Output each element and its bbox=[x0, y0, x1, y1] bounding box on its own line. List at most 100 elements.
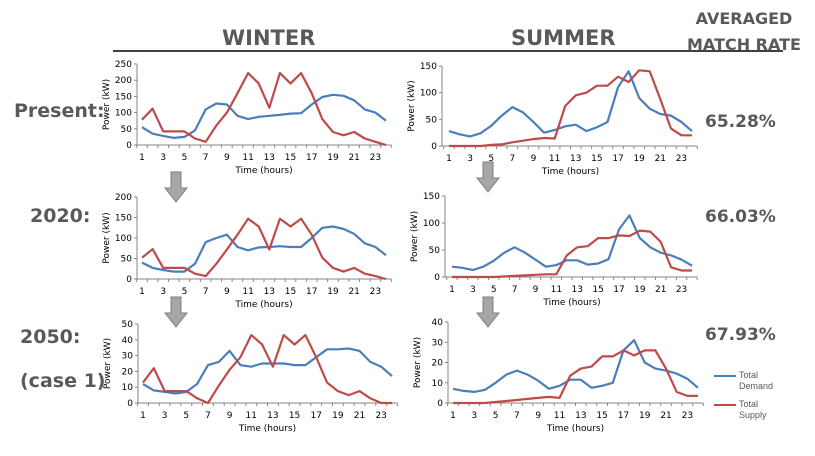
x-tick-label: 21 bbox=[655, 154, 666, 164]
y-tick-label: 150 bbox=[420, 62, 437, 72]
x-tick-label: 7 bbox=[203, 153, 209, 163]
y-tick-label: 50 bbox=[426, 115, 438, 125]
legend-demand-swatch bbox=[714, 375, 736, 377]
x-tick-label: 13 bbox=[264, 153, 275, 163]
match-rate-2050: 67.93% bbox=[705, 325, 776, 345]
summer-column-header: SUMMER bbox=[511, 26, 616, 50]
x-tick-label: 3 bbox=[160, 153, 166, 163]
x-tick-label: 1 bbox=[139, 287, 145, 297]
y-tick-label: 0 bbox=[126, 141, 132, 151]
y-tick-label: 100 bbox=[115, 109, 132, 119]
series-line-total-supply bbox=[141, 217, 387, 281]
x-tick-label: 11 bbox=[246, 411, 257, 421]
x-tick-label: 17 bbox=[618, 411, 629, 421]
legend-supply-swatch bbox=[714, 404, 736, 406]
y-tick-label: 30 bbox=[432, 338, 444, 348]
y-tick-label: 10 bbox=[432, 379, 444, 389]
x-tick-label: 9 bbox=[531, 154, 537, 164]
series-line-total-demand bbox=[451, 214, 693, 272]
y-tick-label: 150 bbox=[115, 214, 132, 224]
x-tick-label: 13 bbox=[264, 287, 275, 297]
x-tick-label: 5 bbox=[488, 154, 494, 164]
y-tick-label: 40 bbox=[432, 318, 444, 328]
legend-demand-label-line1: Total bbox=[739, 370, 759, 380]
x-axis-label: Time (hours) bbox=[541, 167, 599, 177]
y-axis-label: Power (kW) bbox=[413, 337, 423, 388]
y-tick-label: 50 bbox=[429, 246, 441, 256]
y-axis-label: Power (kW) bbox=[102, 212, 112, 263]
x-tick-label: 19 bbox=[327, 153, 339, 163]
series-line-total-supply bbox=[452, 229, 692, 279]
x-tick-label: 1 bbox=[449, 285, 455, 295]
x-tick-label: 3 bbox=[160, 287, 166, 297]
x-tick-label: 3 bbox=[162, 411, 168, 421]
averaged-match-rate-header: AVERAGED MATCH RATE bbox=[673, 6, 815, 58]
x-tick-label: 17 bbox=[612, 154, 623, 164]
x-tick-label: 13 bbox=[267, 411, 278, 421]
x-tick-label: 23 bbox=[682, 411, 693, 421]
x-tick-label: 19 bbox=[633, 154, 645, 164]
x-tick-label: 13 bbox=[575, 411, 586, 421]
x-tick-label: 15 bbox=[592, 285, 603, 295]
x-axis-label: Time (hours) bbox=[234, 166, 292, 176]
x-tick-label: 19 bbox=[327, 287, 339, 297]
x-tick-label: 19 bbox=[332, 411, 344, 421]
series-line-total-supply bbox=[449, 69, 692, 148]
x-tick-label: 1 bbox=[139, 153, 145, 163]
averaged-match-rate-header-line2: MATCH RATE bbox=[687, 35, 801, 54]
row-label-2050: 2050: bbox=[20, 326, 81, 348]
x-tick-label: 17 bbox=[306, 153, 317, 163]
x-tick-label: 11 bbox=[242, 153, 253, 163]
y-axis-label: Power (kW) bbox=[102, 79, 112, 130]
x-tick-label: 5 bbox=[182, 287, 188, 297]
x-tick-label: 15 bbox=[285, 153, 296, 163]
x-tick-label: 1 bbox=[450, 411, 456, 421]
x-tick-label: 9 bbox=[227, 411, 233, 421]
x-tick-label: 15 bbox=[596, 411, 607, 421]
series-line-total-supply bbox=[453, 349, 698, 405]
legend-supply-label-line2: Supply bbox=[739, 410, 767, 420]
y-axis-label: Power (kW) bbox=[410, 211, 420, 262]
x-tick-label: 9 bbox=[224, 287, 230, 297]
x-tick-label: 21 bbox=[348, 287, 359, 297]
y-tick-label: 200 bbox=[115, 193, 132, 203]
x-tick-label: 7 bbox=[205, 411, 211, 421]
down-arrow-icon bbox=[475, 161, 501, 193]
series-line-total-demand bbox=[141, 225, 387, 273]
x-tick-label: 7 bbox=[512, 285, 518, 295]
x-tick-label: 3 bbox=[471, 411, 477, 421]
x-tick-label: 13 bbox=[571, 285, 582, 295]
down-arrow-icon bbox=[163, 171, 189, 203]
y-tick-label: 200 bbox=[115, 76, 132, 86]
series-line-total-supply bbox=[141, 71, 387, 147]
x-tick-label: 5 bbox=[182, 153, 188, 163]
y-tick-label: 50 bbox=[122, 320, 134, 330]
x-tick-label: 15 bbox=[591, 154, 602, 164]
winter-column-header: WINTER bbox=[222, 26, 316, 50]
y-tick-label: 20 bbox=[122, 367, 134, 377]
x-tick-label: 19 bbox=[639, 411, 651, 421]
x-axis-label: Time (hours) bbox=[542, 298, 600, 308]
y-tick-label: 50 bbox=[121, 125, 133, 135]
x-tick-label: 7 bbox=[510, 154, 516, 164]
x-tick-label: 15 bbox=[285, 287, 296, 297]
y-tick-label: 0 bbox=[127, 399, 133, 409]
x-tick-label: 21 bbox=[348, 153, 359, 163]
y-tick-label: 150 bbox=[423, 192, 440, 202]
x-tick-label: 7 bbox=[514, 411, 520, 421]
x-tick-label: 3 bbox=[470, 285, 476, 295]
x-tick-label: 23 bbox=[676, 285, 687, 295]
row-label-2020: 2020: bbox=[30, 205, 91, 227]
down-arrow-icon bbox=[475, 296, 501, 328]
x-axis-label: Time (hours) bbox=[546, 424, 604, 434]
x-tick-label: 9 bbox=[533, 285, 539, 295]
x-tick-label: 23 bbox=[676, 154, 687, 164]
series-line-total-supply bbox=[142, 334, 392, 405]
y-tick-label: 100 bbox=[423, 219, 440, 229]
x-tick-label: 21 bbox=[660, 411, 671, 421]
x-tick-label: 1 bbox=[140, 411, 146, 421]
x-tick-label: 11 bbox=[554, 411, 565, 421]
averaged-match-rate-header-line1: AVERAGED bbox=[695, 9, 793, 28]
